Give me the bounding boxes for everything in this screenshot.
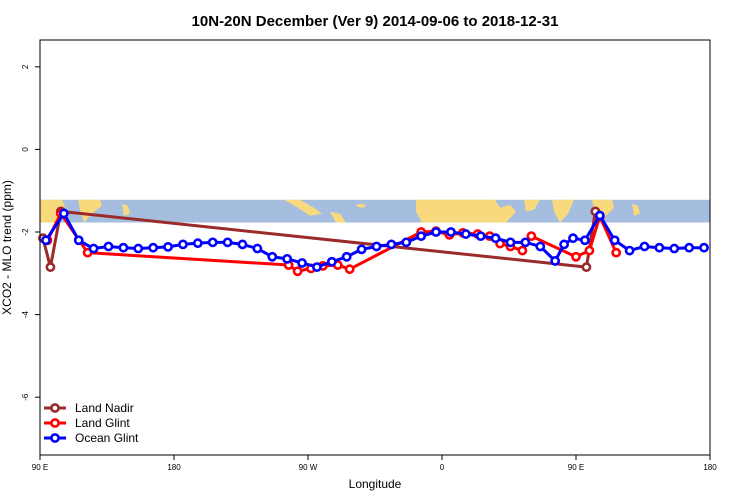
land-indochina: [78, 199, 102, 223]
ocean-glint-point: [237, 239, 248, 250]
ocean-glint-point: [386, 239, 397, 250]
ocean-glint-point: [416, 231, 427, 242]
x-tick-label: 90 E: [32, 463, 48, 472]
land-africa: [416, 199, 516, 223]
ocean-glint-point: [178, 239, 188, 250]
ocean-glint-point: [594, 210, 605, 221]
x-tick-label: 180: [703, 463, 717, 472]
ocean-glint-point: [654, 242, 665, 253]
x-tick-label: 0: [440, 463, 445, 472]
ocean-glint-point: [341, 251, 352, 262]
ocean-glint-point: [163, 241, 173, 252]
ocean-background: [40, 199, 710, 223]
ocean-glint-point: [267, 251, 278, 262]
ocean-glint-point: [312, 262, 322, 273]
x-tick-label: 90 E: [568, 463, 584, 472]
ocean-glint-point: [41, 235, 51, 246]
ocean-glint-point: [133, 243, 144, 254]
ocean-glint-point: [401, 237, 412, 248]
ocean-glint-point: [490, 233, 501, 244]
ocean-glint-point: [609, 235, 620, 246]
ocean-glint-point: [684, 242, 695, 253]
ocean-glint-point: [535, 241, 546, 252]
land-glint-point: [571, 251, 581, 262]
land-glint-point: [517, 245, 528, 256]
land-india: [552, 199, 574, 223]
ocean-glint-point: [460, 229, 471, 239]
land-mexico: [284, 199, 322, 216]
land-nadir-point: [581, 262, 592, 273]
y-tick-label: -2: [21, 228, 30, 236]
world-map-strip: [40, 199, 710, 223]
ocean-glint-point: [297, 258, 307, 268]
ocean-glint-point: [559, 239, 569, 250]
ocean-glint-point: [282, 253, 293, 264]
ocean-glint-point: [550, 256, 561, 266]
ocean-glint-point: [505, 237, 516, 248]
y-tick-label: 2: [21, 64, 30, 69]
land-glint-point: [292, 266, 303, 277]
land-glint-point: [584, 245, 595, 256]
chart-title: 10N-20N December (Ver 9) 2014-09-06 to 2…: [192, 13, 559, 30]
ocean-glint-point: [88, 243, 99, 254]
legend-ocean-glint-marker: [50, 433, 60, 443]
land-philippines: [122, 203, 130, 216]
land-central-america: [330, 211, 346, 223]
ocean-glint-point: [431, 227, 441, 237]
ocean-glint-point: [699, 242, 709, 253]
y-tick-label: -4: [21, 311, 30, 319]
legend-land-glint-marker: [50, 418, 60, 428]
ocean-glint-point: [103, 241, 114, 252]
legend-land-nadir-label: Land Nadir: [75, 401, 134, 415]
y-tick-label: 0: [21, 147, 30, 152]
x-axis-label: Longitude: [349, 477, 402, 491]
land-glint-point: [611, 247, 622, 258]
ocean-glint-point: [118, 242, 129, 253]
y-axis-label: XCO2 - MLO trend (ppm): [0, 180, 14, 315]
ocean-glint-point: [58, 208, 69, 219]
land-caribbean: [356, 203, 366, 208]
ocean-glint-point: [252, 243, 263, 254]
plot-frame: [39, 39, 711, 456]
legend-land-glint-label: Land Glint: [75, 416, 130, 430]
ocean-glint-point: [580, 235, 590, 246]
land-philippines-east: [632, 203, 640, 216]
land-nadir-point: [45, 262, 56, 273]
ocean-glint-point: [371, 241, 382, 252]
ocean-glint-point: [520, 237, 531, 248]
ocean-glint-line: [44, 211, 705, 269]
ocean-glint-point: [326, 256, 337, 267]
ocean-glint-point: [207, 237, 218, 248]
legend-land-nadir-marker: [50, 403, 60, 413]
land-arabia: [524, 199, 540, 212]
ocean-glint-point: [639, 241, 650, 252]
ocean-glint-point: [356, 244, 367, 255]
x-tick-label: 180: [167, 463, 181, 472]
ocean-glint-point: [192, 238, 203, 249]
ocean-glint-point: [669, 243, 680, 254]
ocean-glint-point: [475, 231, 486, 242]
y-tick-label: -6: [21, 393, 30, 401]
ocean-glint-point: [624, 245, 635, 256]
land-glint-point: [526, 231, 537, 242]
series-layer: [38, 206, 709, 277]
ocean-glint-point: [222, 237, 233, 248]
land-glint-point: [344, 264, 355, 275]
x-tick-label: 90 W: [299, 463, 318, 472]
ocean-glint-point: [148, 242, 159, 253]
axis-ticks: 90 E 180 90 W 0 90 E 180 2 0 -2 -4 -6: [21, 64, 717, 472]
legend-ocean-glint-label: Ocean Glint: [75, 431, 139, 445]
ocean-glint-point: [73, 235, 84, 246]
ocean-glint-point: [568, 233, 578, 244]
ocean-glint-point: [446, 227, 456, 237]
